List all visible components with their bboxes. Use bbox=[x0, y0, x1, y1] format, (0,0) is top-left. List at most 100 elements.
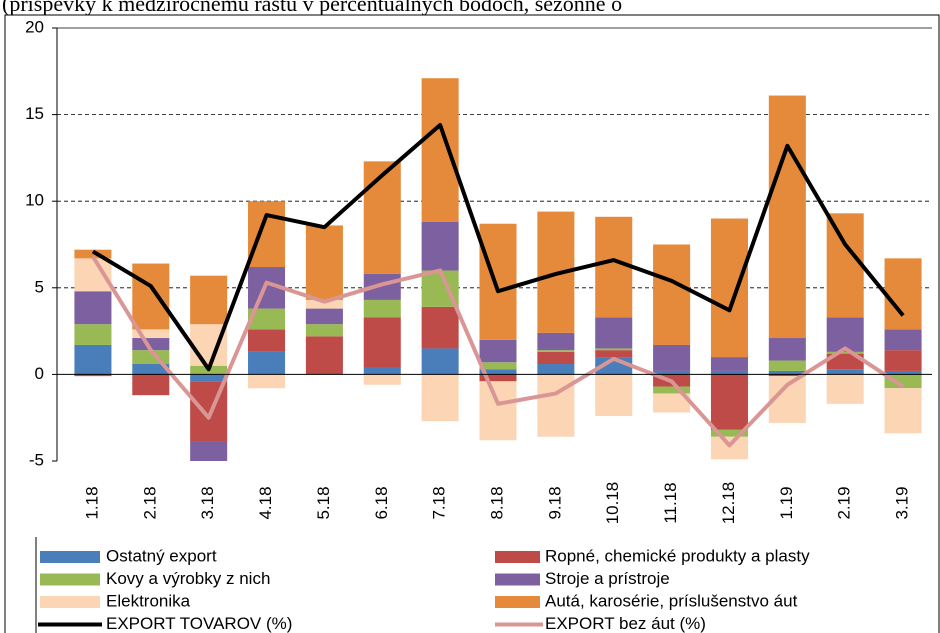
x-tick-label: 8.18 bbox=[487, 486, 506, 519]
x-tick-label: 12.18 bbox=[719, 482, 738, 525]
bar-segment bbox=[710, 429, 748, 437]
bar-segment bbox=[74, 291, 112, 325]
bar-segment bbox=[595, 350, 633, 358]
y-tick-label: 15 bbox=[25, 104, 44, 123]
line bbox=[91, 122, 905, 372]
bar-segment bbox=[74, 324, 112, 345]
x-tick-label: 3.18 bbox=[198, 486, 217, 519]
bar-segment bbox=[653, 244, 691, 345]
bar-segment bbox=[132, 263, 170, 330]
bar-segment bbox=[363, 317, 401, 368]
line bbox=[91, 255, 905, 448]
legend-label: Autá, karosérie, príslušenstvo áut bbox=[545, 591, 798, 610]
bar-segment bbox=[826, 374, 864, 404]
bar-segment bbox=[305, 336, 343, 375]
bar-segment bbox=[363, 367, 401, 375]
legend-label: Elektronika bbox=[106, 591, 191, 610]
x-tick-label: 7.18 bbox=[430, 486, 449, 519]
bar-segment bbox=[479, 374, 517, 382]
bar-segment bbox=[421, 374, 459, 422]
bar-segment bbox=[421, 221, 459, 271]
bar-segment bbox=[595, 374, 633, 416]
bar-segment bbox=[884, 370, 922, 375]
bar-segment bbox=[710, 357, 748, 371]
bar-segment bbox=[421, 306, 459, 349]
bar-segment bbox=[884, 329, 922, 351]
bar-segment bbox=[248, 374, 286, 389]
bar-segment bbox=[248, 201, 286, 268]
legend-label: EXPORT bez áut (%) bbox=[545, 614, 706, 633]
bar-segment bbox=[248, 308, 286, 330]
bar-segment bbox=[421, 78, 459, 222]
bar-segment bbox=[826, 317, 864, 352]
bar-segment bbox=[710, 218, 748, 358]
bar-segment bbox=[479, 339, 517, 363]
bar-segment bbox=[884, 388, 922, 434]
bar-segment bbox=[248, 329, 286, 352]
bar-segment bbox=[537, 351, 575, 365]
bar-segment bbox=[537, 350, 575, 352]
bar-segment bbox=[74, 344, 112, 375]
x-tick-label: 2.18 bbox=[140, 486, 159, 519]
bar-segment bbox=[653, 386, 691, 394]
legend-label: Kovy a výrobky z nich bbox=[106, 569, 270, 588]
bar-segment bbox=[595, 216, 633, 318]
legend-swatch bbox=[40, 551, 100, 563]
bar-segment bbox=[884, 258, 922, 330]
x-tick-label: 2.19 bbox=[835, 486, 854, 519]
x-tick-label: 11.18 bbox=[661, 482, 680, 523]
bar-segment bbox=[826, 369, 864, 375]
x-tick-label: 9.18 bbox=[545, 486, 564, 519]
x-tick-label: 1.19 bbox=[777, 486, 796, 519]
bar-segment bbox=[479, 362, 517, 370]
legend-swatch bbox=[495, 573, 540, 586]
bar-segment bbox=[363, 299, 401, 318]
bar-segment bbox=[190, 374, 228, 382]
legend-swatch bbox=[495, 551, 540, 563]
legend-swatch bbox=[495, 596, 540, 608]
x-tick-label: 1.18 bbox=[82, 486, 101, 519]
bar-segment bbox=[421, 348, 459, 375]
bar-segment bbox=[479, 381, 517, 441]
bar-segment bbox=[248, 351, 286, 375]
bar-segment bbox=[653, 393, 691, 413]
bar-segment bbox=[305, 324, 343, 337]
bar-segment bbox=[710, 436, 748, 460]
y-tick-label: -5 bbox=[29, 450, 44, 469]
bar-segment bbox=[132, 364, 170, 375]
x-tick-label: 4.18 bbox=[256, 486, 275, 519]
bar-segment bbox=[595, 348, 633, 351]
bar-segment bbox=[74, 249, 112, 259]
bar-segment bbox=[710, 374, 748, 430]
legend-label: EXPORT TOVAROV (%) bbox=[106, 614, 292, 633]
bar-segment bbox=[826, 353, 864, 370]
bar-segment bbox=[537, 332, 575, 351]
bar-segment bbox=[479, 223, 517, 340]
bar-segment bbox=[884, 374, 922, 389]
bar-segment bbox=[132, 329, 170, 339]
bar-segment bbox=[768, 338, 806, 361]
bar-segment bbox=[74, 374, 112, 377]
bar-segment bbox=[132, 374, 170, 396]
chart-frame bbox=[4, 14, 940, 633]
bar-segment bbox=[768, 360, 806, 371]
bar-segment bbox=[768, 374, 806, 377]
bar-segment bbox=[653, 370, 691, 375]
bar-segment bbox=[363, 161, 401, 274]
x-tick-label: 6.18 bbox=[372, 486, 391, 519]
bar-segment bbox=[363, 374, 401, 385]
legend-swatch bbox=[40, 573, 100, 586]
bar-segment bbox=[537, 364, 575, 375]
legend-swatch bbox=[40, 596, 100, 608]
bar-segment bbox=[768, 370, 806, 375]
bar-segment bbox=[305, 299, 343, 309]
bar-segment bbox=[884, 350, 922, 371]
bar-segment bbox=[305, 225, 343, 300]
bar-segment bbox=[826, 351, 864, 354]
x-tick-label: 5.18 bbox=[314, 486, 333, 519]
bar-segment bbox=[653, 344, 691, 371]
bars bbox=[74, 78, 922, 461]
chart-subtitle: (príspevky k medziročnému rastu v percen… bbox=[2, 0, 622, 16]
legend-label: Stroje a prístroje bbox=[545, 569, 670, 588]
